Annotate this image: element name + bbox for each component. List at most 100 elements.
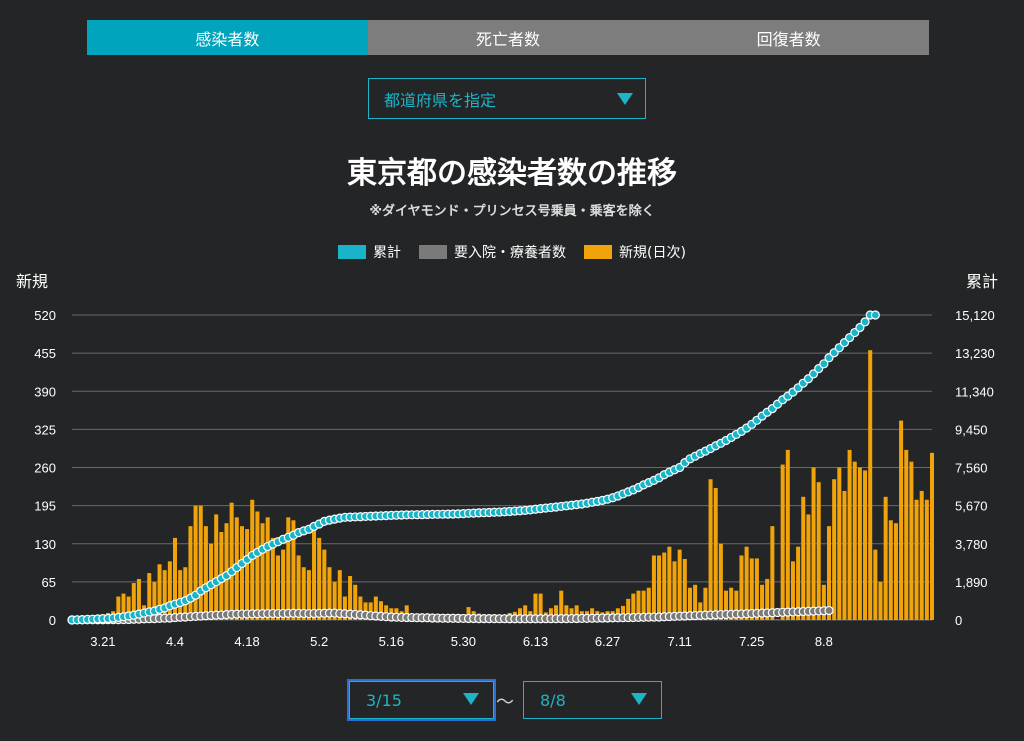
bar-new-daily [183,567,188,620]
bar-new-daily [816,482,821,620]
line-series-hospitalized [67,605,834,625]
end-date-value: 8/8 [540,690,566,710]
bar-new-daily [116,596,121,620]
bar-new-daily [729,587,734,620]
tab-deaths[interactable]: 死亡者数 [367,20,649,55]
bar-new-daily [796,546,801,620]
infection-chart: 0 0 65 1,890 130 3,780 195 5,670 260 7,560 325 9,45… [34,308,995,649]
legend-item-new-daily[interactable]: 新規(日次) [584,242,686,262]
bar-new-daily [857,467,862,620]
bar-new-daily [270,537,275,620]
bar-new-daily [749,558,754,620]
bar-new-daily [523,605,528,620]
bar-new-daily [574,605,579,620]
bar-new-daily [718,543,723,620]
bar-new-daily [734,590,739,620]
x-tick-label: 6.27 [595,634,620,649]
bar-new-daily [826,526,832,620]
x-tick-label: 5.30 [451,634,476,649]
y-left-tick-label: 0 [49,613,56,628]
bar-new-daily [811,467,816,620]
y-left-tick-label: 455 [34,346,56,361]
bar-new-daily [214,514,219,620]
bar-new-daily [806,514,811,620]
bar-new-daily [172,537,178,620]
hospitalized-point [824,605,834,616]
x-tick-label: 5.2 [310,634,328,649]
tab-recoveries[interactable]: 回復者数 [648,20,930,55]
bar-new-daily [358,596,363,620]
legend-label-new-daily: 新規(日次) [619,245,686,261]
end-date-select[interactable]: 8/8 [523,681,662,719]
cumulative-point [819,359,829,369]
bar-new-daily [739,555,744,620]
bar-new-daily [847,449,852,620]
x-tick-label: 6.13 [523,634,548,649]
y-left-axis-title: 新規 [16,272,49,291]
bar-new-daily [466,607,471,620]
y-right-tick-label: 0 [955,613,962,628]
bar-new-daily [131,583,136,620]
bar-new-daily [873,549,878,620]
bar-new-daily [703,587,708,620]
legend-item-hospitalized[interactable]: 要入院・療養者数 [419,242,566,262]
x-tick-label: 3.21 [90,634,115,649]
bar-new-daily [538,593,543,620]
x-tick-label: 8.8 [815,634,833,649]
cumulative-point [855,322,865,333]
bar-new-daily [348,576,353,620]
chart-subtitle: ※ダイヤモンド・プリンセス号乗員・乗客を除く [369,204,655,219]
bar-new-daily [837,467,842,620]
cumulative-point [860,317,870,327]
bar-new-daily [306,570,311,620]
bar-new-daily [121,593,126,620]
bar-new-daily [281,549,286,620]
x-tick-label: 5.16 [379,634,404,649]
bar-new-daily [373,596,378,620]
bar-new-daily [317,537,322,620]
legend-item-cumulative[interactable]: 累計 [338,242,401,262]
bar-new-daily [636,590,641,620]
bar-new-daily [754,558,759,620]
legend-swatch-hospitalized [419,245,448,259]
bar-new-daily [203,526,208,620]
y-right-tick-label: 7,560 [955,461,988,476]
bar-new-daily [646,587,651,620]
bar-new-daily [744,546,749,620]
start-date-select[interactable]: 3/15 [349,681,494,719]
y-left-tick-label: 520 [34,308,56,323]
bar-new-daily [626,598,631,620]
prefecture-select[interactable]: 都道府県を指定 [368,78,646,119]
y-right-axis-title: 累計 [966,272,999,291]
bar-new-daily [286,517,291,620]
x-tick-label: 4.18 [234,634,259,649]
bar-new-daily [785,449,790,620]
x-tick-label: 7.25 [739,634,764,649]
bar-new-daily [554,605,559,620]
dropdown-triangle-icon [631,693,647,705]
bar-new-daily [708,479,713,620]
y-right-tick-label: 3,780 [955,537,988,552]
bar-new-daily [239,526,244,620]
bar-new-daily [677,549,682,620]
bar-new-daily [152,581,157,620]
x-tick-label: 7.11 [667,634,691,649]
metric-tabs: 感染者数 死亡者数 回復者数 [87,20,930,55]
bar-new-daily [631,593,636,620]
bar-new-daily [868,350,873,620]
bar-new-daily [337,570,342,620]
bar-new-daily [162,570,167,620]
legend-swatch-cumulative [338,245,367,259]
y-right-tick-label: 13,230 [955,346,995,361]
bar-new-daily [667,546,672,620]
legend-label-cumulative: 累計 [373,245,402,261]
y-left-tick-label: 325 [34,422,56,437]
bar-new-daily [899,420,904,620]
bar-new-daily [136,578,141,620]
bar-new-daily [157,564,162,620]
tab-infections[interactable]: 感染者数 [87,20,368,55]
cumulative-point [870,310,880,320]
bar-new-daily [353,584,358,620]
bar-new-daily [693,584,698,620]
bar-new-daily [832,479,837,620]
